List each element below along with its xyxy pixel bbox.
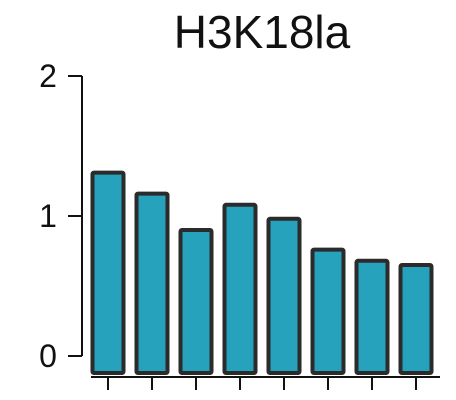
chart-title: H3K18la: [174, 6, 351, 58]
bar-1: [90, 170, 126, 375]
y-tick-label-2: 2: [39, 58, 57, 94]
bar-3: [178, 228, 214, 375]
bar-2: [134, 191, 170, 375]
y-tick-label-0: 0: [39, 338, 57, 374]
bars-group: [90, 170, 434, 376]
bar-6: [310, 247, 346, 376]
bar-4: [222, 202, 258, 375]
x-axis: [91, 376, 440, 390]
y-axis: 0 1 2: [39, 58, 83, 374]
bar-5: [266, 216, 302, 375]
bar-8: [398, 263, 434, 375]
bar-7: [354, 258, 390, 375]
y-tick-label-1: 1: [39, 198, 57, 234]
